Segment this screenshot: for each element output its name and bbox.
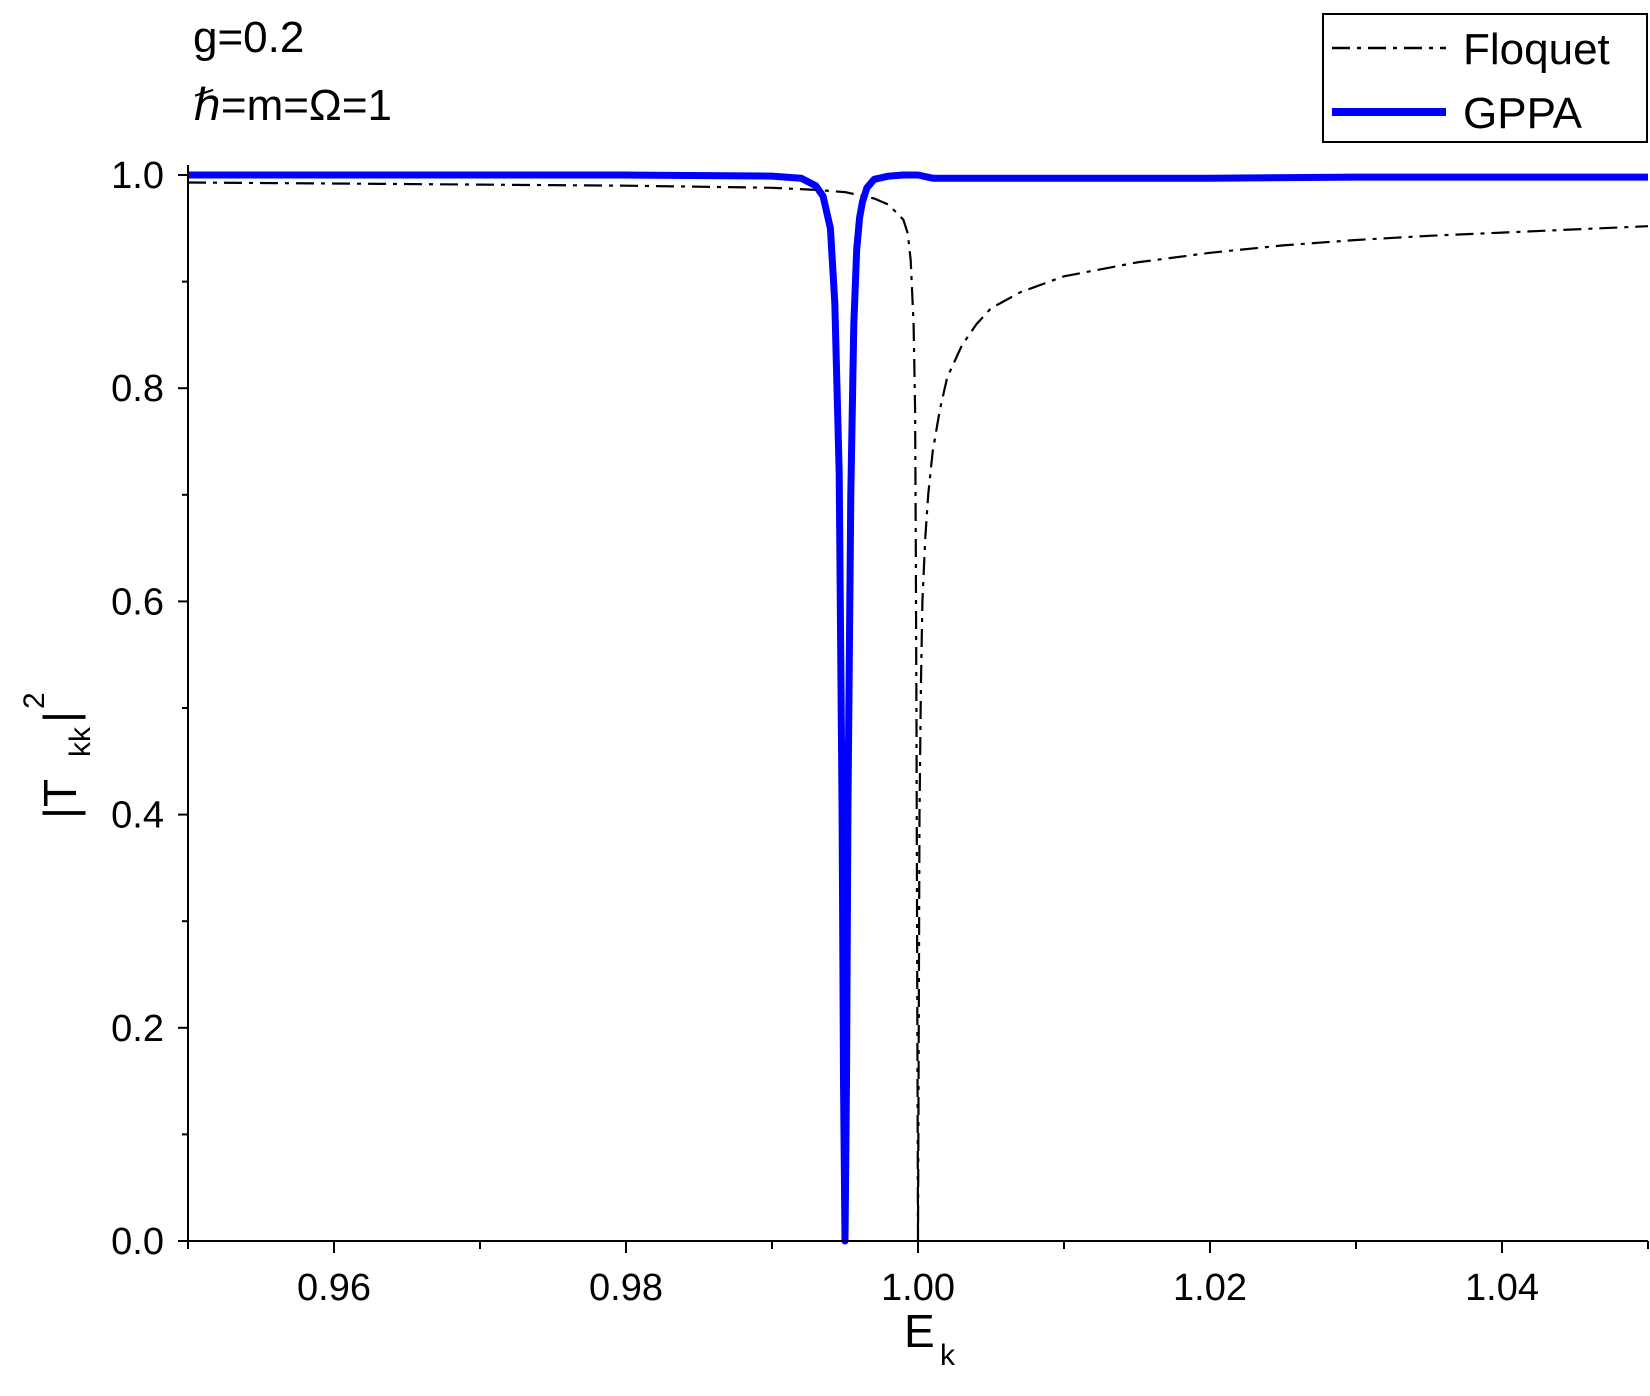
y-axis-title-sub: kk xyxy=(64,726,97,757)
y-tick-label: 0.2 xyxy=(111,1008,164,1050)
annotation-constants: ℏ=m=Ω=1 xyxy=(193,81,392,130)
y-axis-title: |T kk | 2 xyxy=(18,692,97,819)
x-axis-title-main: E xyxy=(904,1305,935,1357)
x-tick-label: 1.00 xyxy=(881,1267,955,1309)
y-tick-label: 0.6 xyxy=(111,581,164,623)
x-tick-label: 1.02 xyxy=(1173,1267,1247,1309)
x-axis-ticks: 0.96 0.98 1.00 1.02 1.04 xyxy=(187,1241,1649,1309)
y-tick-label: 1.0 xyxy=(111,155,164,197)
legend-box xyxy=(1322,13,1648,143)
x-tick-label: 1.04 xyxy=(1465,1267,1539,1309)
legend: Floquet GPPA xyxy=(1322,13,1648,143)
series-layer xyxy=(187,171,1649,1245)
y-axis-ticks: 0.0 0.2 0.4 0.6 0.8 1.0 xyxy=(111,155,188,1263)
y-tick-label: 0.4 xyxy=(111,795,164,837)
y-axis-title-close: | xyxy=(34,711,86,723)
x-axis-title-sub: k xyxy=(940,1339,956,1372)
x-tick-label: 0.98 xyxy=(589,1267,663,1309)
annotation-g: g=0.2 xyxy=(193,13,304,62)
legend-label-gppa: GPPA xyxy=(1463,89,1583,138)
x-tick-label: 0.96 xyxy=(297,1267,371,1309)
series-line-floquet xyxy=(187,181,1649,1243)
legend-label-floquet: Floquet xyxy=(1463,25,1610,74)
y-axis-title-sup: 2 xyxy=(18,692,51,709)
series-line-gppa xyxy=(188,171,1648,1245)
y-axis-title-main: |T xyxy=(34,779,86,819)
x-axis-title: E k xyxy=(904,1305,956,1372)
y-tick-label: 0.8 xyxy=(111,368,164,410)
y-tick-label: 0.0 xyxy=(111,1221,164,1263)
